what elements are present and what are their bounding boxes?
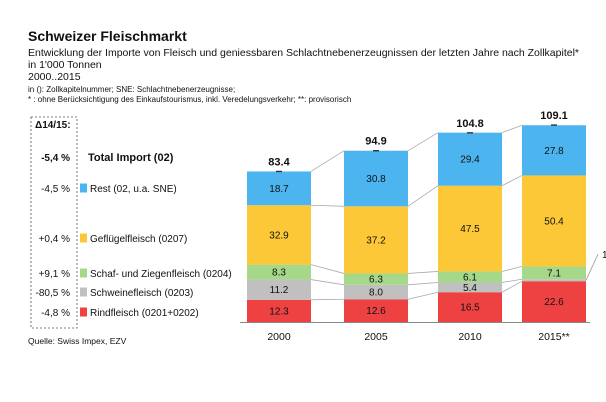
data-label: 12.3 [269,306,289,317]
connector-line [407,291,439,300]
connector-line [407,282,439,286]
data-label: 8.3 [272,268,286,279]
bar-segment [522,279,586,282]
change-column-box [30,116,78,329]
connector-line [310,150,345,172]
total-label: 109.1 [540,110,568,122]
bar-segment [247,279,311,300]
legend-label: Schaf- und Ziegenfleisch (0204) [90,269,232,280]
change-header: Δ14/15: [35,120,71,131]
x-tick-label: 2010 [458,331,482,343]
chart-note-1: in (): Zollkapitelnummer; SNE: Schlachtn… [28,85,236,94]
chart-period: 2000..2015 [28,71,81,83]
legend-label: Rindfleisch (0201+0202) [90,308,199,319]
data-label: 32.9 [269,230,289,241]
chart-note-2: * : ohne Berücksichtigung des Einkaufsto… [28,95,352,104]
bar-segment [522,266,586,280]
connector-line [501,278,523,283]
bar-segment [247,264,311,280]
connector-line [310,264,345,274]
connector-line [310,279,345,286]
data-label: 27.8 [544,146,564,157]
data-label: 18.7 [269,184,289,195]
total-label: 104.8 [456,118,484,130]
data-label: 8.0 [369,288,383,299]
bar-segment [247,171,311,206]
legend-swatch [80,183,87,193]
change-value: +9,1 % [39,269,71,280]
legend-swatch [80,307,87,317]
connector-line [501,280,523,293]
bar-segment [344,284,408,300]
change-value: +0,4 % [39,234,71,245]
data-label: 22.6 [544,297,564,308]
legend-swatch [80,268,87,278]
total-label: 94.9 [365,136,386,148]
connector-line [407,185,439,207]
bar-segment [344,299,408,322]
x-tick-label: 2015** [538,331,570,343]
bar-segment [438,292,502,322]
bar-segment [438,132,502,186]
connector-line [501,124,523,134]
bar-segment [438,185,502,272]
data-label: 6.1 [463,272,477,283]
leader-line [585,254,599,281]
bar-segment [522,125,586,176]
data-label: 47.5 [460,224,480,235]
x-tick-label: 2000 [267,331,291,343]
data-label: 12.6 [366,306,386,317]
data-label: 37.2 [366,235,386,246]
total-label: 83.4 [268,156,290,168]
data-label: 7.1 [547,268,561,279]
bar-segment [344,150,408,207]
data-label: 6.3 [369,275,383,286]
connector-line [407,132,439,152]
x-tick-label: 2005 [364,331,388,343]
chart-title: Schweizer Fleischmarkt [28,28,187,44]
connector-line [501,175,523,187]
data-label: 5.4 [463,283,477,294]
total-change-value: -5,4 % [41,153,70,164]
data-label: 29.4 [460,155,480,166]
bar-segment [522,175,586,267]
change-value: -80,5 % [36,288,71,299]
chart-unit: in 1'000 Tonnen [28,59,102,71]
bar-segment [344,206,408,274]
legend-label: Rest (02, u.a. SNE) [90,184,177,195]
change-value: -4,8 % [41,308,70,319]
chart-source: Quelle: Swiss Impex, EZV [28,336,127,346]
legend-label: Schweinefleisch (0203) [90,288,193,299]
total-import-label: Total Import (02) [88,152,174,164]
bar-segment [438,282,502,293]
bar-segment [247,205,311,265]
chart-subtitle: Entwicklung der Importe von Fleisch und … [28,47,579,59]
bar-segment [522,281,586,322]
bar-segment [344,273,408,285]
connector-line [407,271,439,274]
legend-label: Geflügelfleisch (0207) [90,234,187,245]
data-label: 11.2 [270,285,289,296]
bar-segment [247,299,311,322]
connector-line [310,298,345,301]
legend-swatch [80,287,87,297]
data-label: 50.4 [544,216,564,227]
data-label: 16.5 [460,303,480,314]
bar-segment [438,271,502,283]
change-value: -4,5 % [41,184,70,195]
connector-line [501,266,523,272]
data-label: 30.8 [366,174,386,185]
data-label: 1.1 [602,250,606,261]
connector-line [310,204,345,207]
legend-swatch [80,233,87,243]
